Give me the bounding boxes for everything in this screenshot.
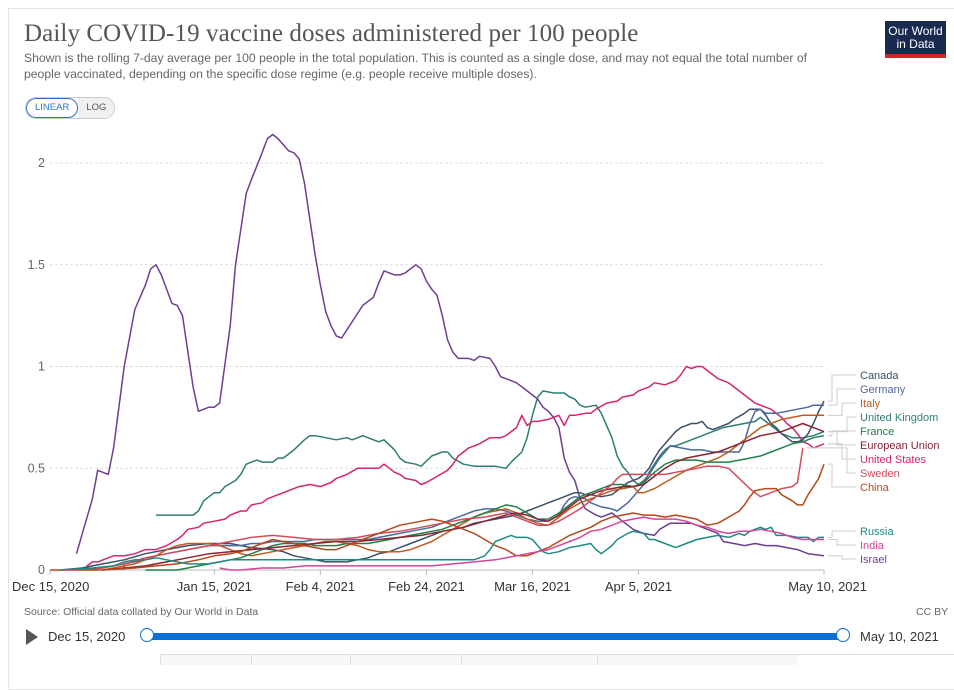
log-scale-button[interactable]: LOG [78, 98, 115, 118]
series-line-france [145, 434, 825, 571]
x-tick-label: Dec 15, 2020 [12, 579, 89, 594]
gridlines [50, 162, 824, 469]
legend-label-canada: Canada [860, 370, 899, 382]
legend-label-israel: Israel [860, 554, 887, 566]
legend-connector [828, 374, 856, 402]
legend-connector [828, 402, 856, 416]
series-line-united-kingdom [156, 390, 825, 516]
y-axis-ticks: 0 0.5 1 1.5 2 [28, 156, 45, 577]
timeline-track[interactable] [147, 633, 843, 640]
series-line-sweden [81, 447, 804, 571]
series-line-canada [60, 400, 825, 571]
legend: Canada Germany Italy United Kingdom France Eu… [806, 370, 940, 566]
tab[interactable] [461, 655, 597, 665]
legend-label-china: China [860, 482, 890, 494]
license-link[interactable]: CC BY [916, 606, 949, 618]
bottom-tab-strip [160, 654, 954, 665]
x-tick-label: Jan 15, 2021 [177, 579, 252, 594]
chart-subtitle: Shown is the rolling 7-day average per 1… [24, 51, 807, 81]
y-tick-label: 2 [38, 156, 45, 170]
series-lines [50, 133, 825, 571]
x-tick-label: Apr 5, 2021 [605, 579, 672, 594]
series-line-italy [102, 414, 824, 571]
legend-label-india: India [860, 540, 885, 552]
legend-connector [828, 530, 856, 538]
x-axis: Dec 15, 2020 Jan 15, 2021 Feb 4, 2021 Feb 2… [12, 569, 867, 594]
legend-label-european-union: European Union [860, 440, 940, 452]
legend-connector [828, 388, 856, 406]
series-line-russia [60, 526, 824, 571]
y-tick-label: 0.5 [28, 461, 45, 475]
legend-connector [828, 430, 856, 437]
tab[interactable] [597, 655, 798, 665]
line-chart: 0 0.5 1 1.5 2 Dec 15, 2020 Jan 15, 2021 Feb 4,… [12, 133, 940, 594]
y-tick-label: 1.5 [28, 258, 45, 272]
tab[interactable] [160, 655, 251, 665]
legend-label-sweden: Sweden [860, 468, 900, 480]
timeline-start-label: Dec 15, 2020 [48, 629, 126, 644]
linear-scale-button[interactable]: LINEAR [26, 98, 79, 118]
legend-connector [828, 463, 856, 488]
legend-label-italy: Italy [860, 398, 881, 410]
legend-label-united-kingdom: United Kingdom [860, 412, 938, 424]
x-tick-label: Feb 24, 2021 [388, 579, 465, 594]
owid-logo[interactable]: Our World in Data [885, 21, 946, 58]
y-tick-label: 0 [38, 563, 45, 577]
legend-label-united-states: United States [860, 454, 927, 466]
logo-line-2: in Data [896, 37, 935, 51]
legend-label-germany: Germany [860, 384, 906, 396]
legend-label-russia: Russia [860, 526, 895, 538]
series-line-european-union [102, 422, 825, 571]
legend-connector [828, 443, 856, 460]
series-line-united-states [86, 365, 825, 570]
x-tick-label: May 10, 2021 [788, 579, 867, 594]
legend-connector [828, 416, 856, 433]
legend-connector [828, 431, 856, 446]
chart-title: Daily COVID-19 vaccine doses administere… [24, 20, 639, 47]
source-note[interactable]: Source: Official data collated by Our Wo… [24, 606, 259, 618]
timeline-end-label: May 10, 2021 [860, 629, 939, 644]
legend-connector [828, 555, 856, 560]
scale-toggle: LINEAR LOG [25, 97, 116, 119]
logo-line-1: Our World [888, 24, 943, 38]
legend-connector [806, 447, 856, 474]
x-tick-label: Feb 4, 2021 [286, 579, 355, 594]
legend-connector [828, 538, 856, 546]
chart-frame [8, 8, 954, 690]
legend-label-france: France [860, 426, 894, 438]
x-tick-label: Mar 16, 2021 [494, 579, 571, 594]
timeline-start-handle[interactable] [140, 628, 154, 642]
y-tick-label: 1 [38, 360, 45, 374]
tab[interactable] [251, 655, 350, 665]
series-line-india [219, 516, 824, 571]
timeline-end-handle[interactable] [836, 628, 850, 642]
tab[interactable] [350, 655, 461, 665]
series-line-israel [75, 133, 825, 557]
play-icon[interactable] [26, 629, 38, 645]
